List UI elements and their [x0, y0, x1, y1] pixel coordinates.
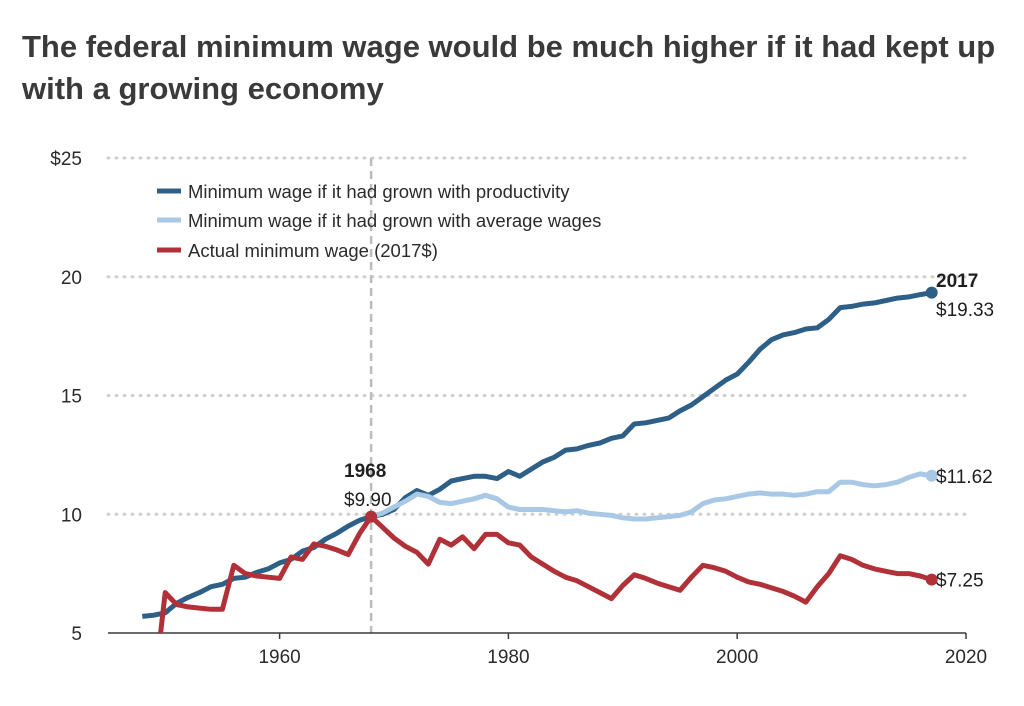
x-tick-label-2000: 2000 [716, 647, 758, 668]
y-tick-label-15: 15 [61, 387, 82, 408]
x-tick-label-2020: 2020 [945, 647, 987, 668]
legend-item-actual-minimum-wage: Actual minimum wage (2017$) [157, 240, 438, 261]
annotation-2017-average-wages-value: $11.62 [936, 467, 993, 488]
marker-2017-average-wages [925, 469, 938, 482]
legend-item-productivity: Minimum wage if it had grown with produc… [157, 181, 570, 202]
annotation-2017-productivity-value: $19.33 [936, 300, 994, 321]
legend: Minimum wage if it had grown with produc… [157, 181, 601, 261]
annotation-1968-year: 1968 [344, 461, 386, 482]
x-tick-label-1960: 1960 [258, 647, 300, 668]
y-tick-label-5: 5 [71, 624, 82, 645]
x-tick-label-1980: 1980 [487, 647, 529, 668]
axes: 5 10 15 20 $25 1960 1980 2000 2020 [50, 149, 987, 668]
series [142, 290, 933, 634]
y-tick-label-10: 10 [61, 505, 82, 526]
marker-1968 [365, 510, 378, 523]
y-tick-label-25: $25 [50, 149, 82, 170]
annotation-2017-actual-value: $7.25 [936, 571, 984, 592]
gridlines [106, 156, 968, 633]
annotations: 1968 $9.90 2017 $19.33 $11.62 $7.25 [344, 271, 994, 592]
annotation-2017-year: 2017 [936, 271, 978, 292]
legend-item-actual-minimum-wage-label: Actual minimum wage (2017$) [188, 240, 438, 261]
y-tick-label-20: 20 [61, 268, 82, 289]
legend-item-productivity-label: Minimum wage if it had grown with produc… [188, 181, 570, 202]
marker-2017-actual [925, 573, 938, 586]
series-average-wages-line [370, 471, 933, 522]
series-actual-minimum-wage-line [158, 514, 933, 634]
legend-item-average-wages-label: Minimum wage if it had grown with averag… [188, 210, 601, 231]
chart-title: The federal minimum wage would be much h… [22, 29, 996, 106]
series-productivity-line [142, 290, 933, 619]
legend-item-average-wages: Minimum wage if it had grown with averag… [157, 210, 601, 231]
marker-2017-productivity [925, 286, 938, 299]
annotation-1968-value: $9.90 [344, 490, 392, 511]
